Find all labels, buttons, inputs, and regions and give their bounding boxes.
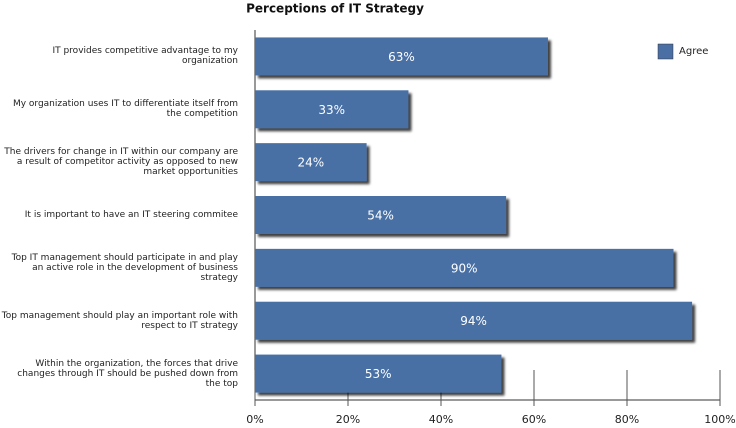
- y-tick-label: Top management should play an important …: [1, 310, 238, 331]
- data-label: 24%: [297, 156, 324, 170]
- y-tick-label: Top IT management should participate in …: [11, 252, 238, 283]
- bar: [255, 143, 367, 182]
- bar: [255, 248, 674, 287]
- x-tick-label: 20%: [336, 413, 360, 426]
- y-tick-label: My organization uses IT to differentiate…: [12, 99, 238, 120]
- data-label: 94%: [460, 314, 487, 328]
- x-tick-label: 0%: [246, 413, 263, 426]
- data-label: 53%: [365, 367, 392, 381]
- data-label: 54%: [367, 209, 394, 223]
- legend-swatch: [657, 43, 674, 60]
- bar: [255, 37, 548, 76]
- y-tick-label: IT provides competitive advantage to my …: [52, 46, 238, 67]
- x-tick-label: 40%: [429, 413, 453, 426]
- legend-label: Agree: [679, 46, 708, 57]
- y-tick-label: Within the organization, the forces that…: [17, 358, 238, 389]
- bar: [255, 301, 693, 340]
- data-label: 33%: [318, 103, 345, 117]
- bar: [255, 196, 507, 234]
- bar: [255, 354, 502, 393]
- x-tick-label: 60%: [522, 413, 546, 426]
- data-label: 63%: [388, 50, 415, 64]
- x-tick-label: 80%: [615, 413, 639, 426]
- bar: [255, 90, 409, 129]
- y-tick-label: The drivers for change in IT within our …: [4, 147, 238, 178]
- data-label: 90%: [451, 261, 478, 275]
- y-tick-label: It is important to have an IT steering c…: [24, 210, 238, 220]
- chart-title: Perceptions of IT Strategy: [246, 2, 424, 16]
- x-tick-label: 100%: [704, 413, 735, 426]
